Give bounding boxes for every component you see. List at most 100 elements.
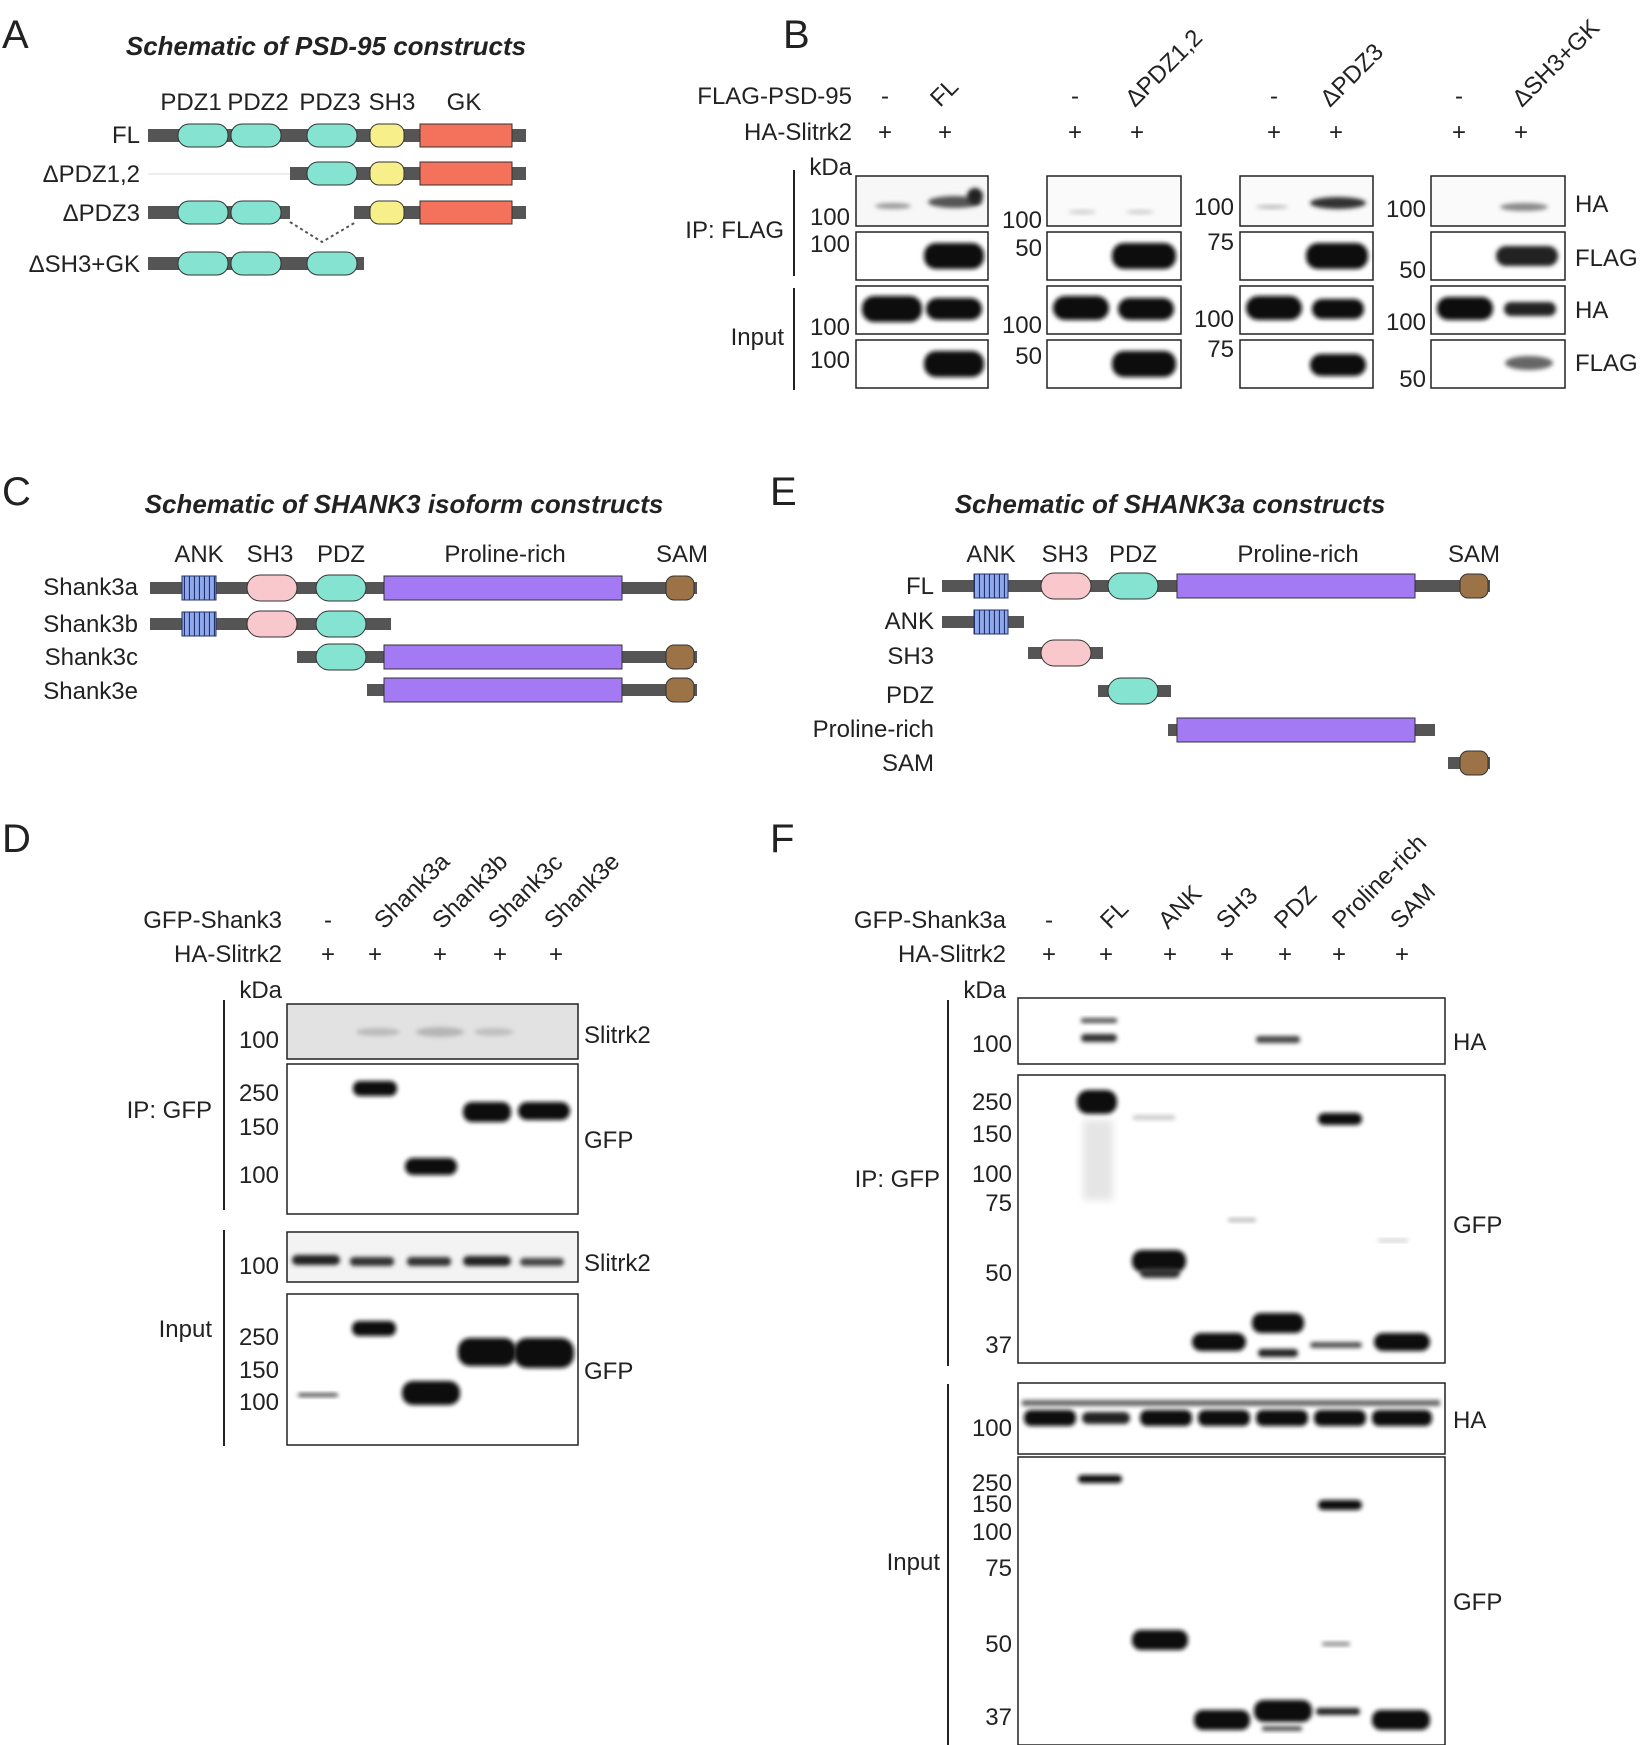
- f-marker-in-ha-100: 100: [972, 1415, 1012, 1442]
- panel-label-e: E: [770, 470, 797, 514]
- f-kda-label: kDa: [963, 977, 1006, 1004]
- isoform-shank3e: [367, 677, 697, 703]
- e-domain-proline: Proline-rich: [1237, 541, 1358, 568]
- e-construct-label-proline: Proline-rich: [813, 716, 934, 743]
- isoform-shank3c: [297, 643, 697, 671]
- d-plus-2: +: [368, 941, 382, 968]
- f-blot-label-gfp-input: GFP: [1453, 1589, 1502, 1616]
- e-construct-label-sh3: SH3: [887, 643, 934, 670]
- e-construct-label-fl: FL: [906, 573, 934, 600]
- panel-e-title: Schematic of SHANK3a constructs: [955, 489, 1386, 519]
- f-gfp-shank3a-label: GFP-Shank3a: [854, 907, 1007, 934]
- e-construct-pdz: [1098, 677, 1171, 705]
- b-marker-g4-4: 50: [1399, 366, 1426, 393]
- panel-b: B FLAG-PSD-95 HA-Slitrk2 - FL + + - ΔPDZ…: [685, 13, 1637, 393]
- c-domain-proline: Proline-rich: [444, 541, 565, 568]
- construct-label-dpdz3: ΔPDZ3: [63, 200, 140, 227]
- d-lane-minus: -: [324, 907, 332, 934]
- d-plus-1: +: [321, 941, 335, 968]
- ha-slitrk2-label-b: HA-Slitrk2: [744, 119, 852, 146]
- f-lane-minus: -: [1045, 907, 1053, 934]
- b-plus-3b: +: [1329, 119, 1343, 146]
- b-input-label: Input: [731, 324, 785, 351]
- b-marker-g2-1: 100: [1002, 207, 1042, 234]
- c-isoform-label-3b: Shank3b: [43, 611, 138, 638]
- f-ha-slitrk2-label: HA-Slitrk2: [898, 941, 1006, 968]
- d-plus-5: +: [549, 941, 563, 968]
- e-construct-label-pdz: PDZ: [886, 682, 934, 709]
- f-plus-6: +: [1332, 941, 1346, 968]
- f-marker-ip-ha-100: 100: [972, 1031, 1012, 1058]
- d-blot-label-slitrk2-input: Slitrk2: [584, 1250, 651, 1277]
- domain-label-sh3: SH3: [369, 89, 416, 116]
- b-blot-label-ha-input: HA: [1575, 297, 1608, 324]
- b-plus-3a: +: [1267, 119, 1281, 146]
- panel-a: A Schematic of PSD-95 constructs PDZ1 PD…: [2, 13, 526, 278]
- e-construct-sam: [1448, 750, 1490, 776]
- isoform-shank3a: [150, 574, 697, 602]
- panel-label-c: C: [2, 470, 31, 514]
- b-marker-g1-4: 100: [810, 347, 850, 374]
- e-domain-sam: SAM: [1448, 541, 1500, 568]
- b-minus-3: -: [1270, 83, 1278, 110]
- e-construct-proline: [1168, 717, 1435, 743]
- d-kda-label: kDa: [239, 977, 282, 1004]
- d-marker-in-s-100: 100: [239, 1253, 279, 1280]
- panel-f: F GFP-Shank3a HA-Slitrk2 - FL ANK SH3 PD…: [770, 817, 1502, 1745]
- f-marker-in-g-37: 37: [985, 1704, 1012, 1731]
- d-ha-slitrk2-label: HA-Slitrk2: [174, 941, 282, 968]
- c-domain-sam: SAM: [656, 541, 708, 568]
- c-isoform-label-3c: Shank3c: [45, 644, 138, 671]
- f-lane-sh3: SH3: [1211, 882, 1263, 934]
- b-blots-dpdz12: [1046, 175, 1182, 389]
- d-blot-label-slitrk2-ip: Slitrk2: [584, 1022, 651, 1049]
- f-marker-in-g-50: 50: [985, 1631, 1012, 1658]
- d-input-label: Input: [159, 1316, 213, 1343]
- f-input-label: Input: [887, 1549, 941, 1576]
- d-ip-label: IP: GFP: [127, 1097, 212, 1124]
- b-marker-g4-3: 100: [1386, 309, 1426, 336]
- construct-label-dsh3gk: ΔSH3+GK: [29, 251, 140, 278]
- b-group-label-dpdz3: ΔPDZ3: [1315, 38, 1389, 112]
- b-plus-2a: +: [1068, 119, 1082, 146]
- b-blot-label-ha-ip: HA: [1575, 191, 1608, 218]
- d-plus-3: +: [433, 941, 447, 968]
- f-blot-ip-ha: [1017, 997, 1446, 1065]
- d-marker-ip-s-100: 100: [239, 1027, 279, 1054]
- b-ip-label: IP: FLAG: [685, 217, 784, 244]
- c-domain-sh3: SH3: [247, 541, 294, 568]
- d-marker-ip-g-100: 100: [239, 1162, 279, 1189]
- b-plus-1a: +: [878, 119, 892, 146]
- f-marker-ip-g-250: 250: [972, 1089, 1012, 1116]
- d-blot-input-gfp: [286, 1293, 579, 1446]
- b-marker-g4-2: 50: [1399, 257, 1426, 284]
- b-marker-g3-3: 100: [1194, 306, 1234, 333]
- f-lane-pdz: PDZ: [1269, 881, 1322, 934]
- construct-label-dpdz12: ΔPDZ1,2: [43, 161, 140, 188]
- d-blot-label-gfp-ip: GFP: [584, 1127, 633, 1154]
- b-kda-label: kDa: [809, 154, 852, 181]
- c-isoform-label-3a: Shank3a: [43, 574, 138, 601]
- domain-label-pdz3: PDZ3: [299, 89, 360, 116]
- d-blot-ip-slitrk2: [286, 1003, 579, 1060]
- b-blots-dsh3gk: [1430, 175, 1566, 389]
- d-marker-ip-g-250: 250: [239, 1080, 279, 1107]
- f-marker-in-g-150: 150: [972, 1491, 1012, 1518]
- d-blot-ip-gfp: [286, 1063, 579, 1215]
- f-marker-in-g-75: 75: [985, 1555, 1012, 1582]
- e-construct-label-sam: SAM: [882, 750, 934, 777]
- panel-label-a: A: [2, 13, 29, 57]
- d-marker-in-g-250: 250: [239, 1324, 279, 1351]
- b-marker-g3-1: 100: [1194, 194, 1234, 221]
- e-construct-sh3: [1028, 639, 1103, 667]
- b-marker-g2-2: 50: [1015, 235, 1042, 262]
- b-blots-fl: [855, 175, 989, 389]
- c-domain-pdz: PDZ: [317, 541, 365, 568]
- f-marker-ip-g-50: 50: [985, 1260, 1012, 1287]
- b-marker-g1-3: 100: [810, 314, 850, 341]
- b-group-label-dsh3gk: ΔSH3+GK: [1507, 14, 1605, 112]
- panel-d: D GFP-Shank3 HA-Slitrk2 - Shank3a Shank3…: [2, 817, 651, 1446]
- construct-dpdz3: [148, 200, 526, 244]
- f-lane-ank: ANK: [1153, 880, 1207, 934]
- f-plus-2: +: [1099, 941, 1113, 968]
